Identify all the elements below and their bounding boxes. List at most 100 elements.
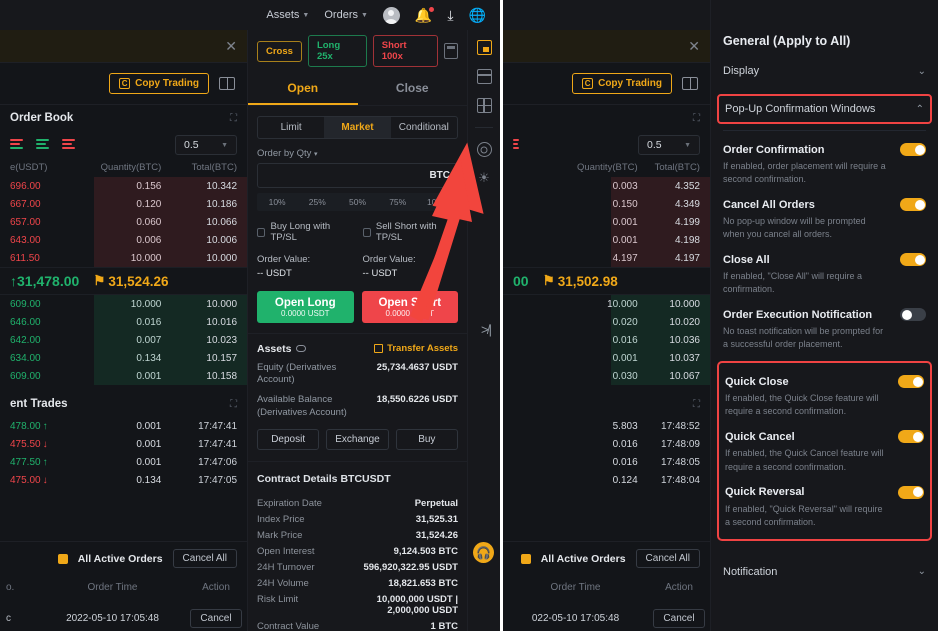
pct-75[interactable]: 75% <box>389 197 407 207</box>
orderbook-row[interactable]: 611.50 10.000 10.000 <box>0 249 247 267</box>
pct-50[interactable]: 50% <box>349 197 367 207</box>
settings-section-notification[interactable]: Notification ⌄ <box>723 555 926 589</box>
all-active-orders-checkbox[interactable] <box>57 553 68 564</box>
buy-long-tpsl-checkbox[interactable]: Buy Long with TP/SL <box>257 221 353 243</box>
orderbook-row[interactable]: 609.00 0.001 10.158 <box>0 367 247 385</box>
close-all-toggle[interactable] <box>900 253 926 267</box>
buy-button[interactable]: Buy <box>395 428 458 450</box>
layout-single-icon[interactable] <box>476 40 492 55</box>
orderbook-row[interactable]: 0.020 10.020 <box>503 313 710 331</box>
notification-bell-icon[interactable]: 🔔 <box>414 7 435 23</box>
orderbook-view-asks-icon[interactable] <box>513 139 528 151</box>
transfer-assets-button[interactable]: Transfer Assets <box>374 343 458 354</box>
orderbook-row[interactable]: 10.000 10.000 <box>503 295 710 313</box>
order-execution-notification-toggle[interactable] <box>900 308 926 322</box>
headset-support-icon[interactable]: 🎧 <box>473 542 494 563</box>
exchange-button[interactable]: Exchange <box>326 428 389 450</box>
pct-100[interactable]: 100% <box>427 197 449 207</box>
download-icon[interactable]: ⤓ <box>447 7 454 23</box>
tab-close[interactable]: Close <box>395 81 429 95</box>
close-icon[interactable]: ✕ <box>225 38 237 54</box>
orderbook-row[interactable]: 0.001 10.037 <box>503 349 710 367</box>
orderbook-row[interactable]: 0.016 10.036 <box>503 331 710 349</box>
tick-size-select[interactable]: 0.5 ▼ <box>175 135 237 155</box>
tick-size-select[interactable]: 0.5 ▼ <box>638 135 700 155</box>
contract-row: 24H Volume 18,821.653 BTC <box>257 577 458 589</box>
cancel-button[interactable]: Cancel <box>653 608 705 628</box>
calculator-icon[interactable] <box>444 43 458 59</box>
layout-split-icon[interactable] <box>476 69 492 84</box>
orderbook-row[interactable]: 0.001 4.198 <box>503 231 710 249</box>
leverage-bar: Cross Long 25x Short 100x <box>248 30 467 72</box>
quick-close-toggle[interactable] <box>898 375 924 389</box>
quick-reversal-toggle[interactable] <box>898 485 924 499</box>
orderbook-row[interactable]: 696.00 0.156 10.342 <box>0 177 247 195</box>
quick-cancel-toggle[interactable] <box>898 430 924 444</box>
guide-book-icon[interactable] <box>219 77 235 90</box>
orderbook-view-asks-icon[interactable] <box>62 139 77 151</box>
brightness-icon[interactable]: ☀ <box>478 170 490 185</box>
orderbook-row[interactable]: 634.00 0.134 10.157 <box>0 349 247 367</box>
orderbook-row[interactable]: 643.00 0.006 10.006 <box>0 231 247 249</box>
orderbook-row[interactable]: 0.030 10.067 <box>503 367 710 385</box>
language-globe-icon[interactable]: 🌐 <box>468 7 486 23</box>
quantity-input[interactable]: BTC <box>257 163 458 188</box>
copy-trading-button[interactable]: C Copy Trading <box>109 73 209 94</box>
copy-trading-button[interactable]: C Copy Trading <box>572 73 672 94</box>
tab-open[interactable]: Open <box>248 72 358 105</box>
setting-description: If enabled, the Quick Close feature will… <box>725 393 879 417</box>
orderbook-row[interactable]: 667.00 0.120 10.186 <box>0 195 247 213</box>
gear-icon[interactable] <box>476 142 492 157</box>
short-leverage-button[interactable]: Short 100x <box>372 35 439 67</box>
orderbook-view-both-icon[interactable] <box>10 139 25 151</box>
orderbook-row[interactable]: 609.00 10.000 10.000 <box>0 295 247 313</box>
order-confirmation-toggle[interactable] <box>900 143 926 156</box>
expand-icon[interactable]: ⛶ <box>693 112 700 124</box>
tab-limit[interactable]: Limit <box>280 122 302 133</box>
guide-book-icon[interactable] <box>682 77 698 90</box>
orderbook-row[interactable]: 646.00 0.016 10.016 <box>0 313 247 331</box>
cancel-all-orders-toggle[interactable] <box>900 198 926 212</box>
ask-qty: 0.001 <box>612 234 638 246</box>
equity-value: 25,734.4637 USDT <box>376 361 458 373</box>
ask-price: 657.00 <box>10 216 41 228</box>
orderbook-view-bids-icon[interactable] <box>36 139 51 151</box>
order-by-qty-label[interactable]: Order by Qty ▾ <box>257 148 318 159</box>
assets-row: Available Balance (Derivatives Account) 1… <box>248 387 467 420</box>
long-leverage-button[interactable]: Long 25x <box>307 35 367 67</box>
layout-grid-icon[interactable] <box>476 98 492 113</box>
all-active-orders-checkbox[interactable] <box>520 553 531 564</box>
open-long-button[interactable]: Open Long 0.0000 USDT <box>257 290 354 323</box>
settings-section-display[interactable]: Display ⌄ <box>723 56 926 86</box>
deposit-button[interactable]: Deposit <box>257 428 320 450</box>
tab-market[interactable]: Market <box>324 117 391 138</box>
trade-qty: 0.016 <box>612 456 638 468</box>
eye-icon[interactable] <box>296 345 307 352</box>
expand-icon[interactable]: ⛶ <box>230 398 237 410</box>
settings-section-popup-confirmation[interactable]: Pop-Up Confirmation Windows ⌃ <box>717 94 932 124</box>
cancel-all-button[interactable]: Cancel All <box>635 549 700 568</box>
recent-trades-list: 478.00 ↑ 0.001 17:47:41 475.50 ↓ 0.001 17:47:4… <box>0 417 247 489</box>
pct-10[interactable]: 10% <box>268 197 286 207</box>
pct-25[interactable]: 25% <box>308 197 326 207</box>
tab-conditional[interactable]: Conditional <box>398 122 449 133</box>
avatar[interactable] <box>382 6 400 24</box>
expand-icon[interactable]: ⛶ <box>230 112 237 124</box>
collapse-panel-icon[interactable]: ≯| <box>481 322 492 337</box>
expand-icon[interactable]: ⛶ <box>693 398 700 410</box>
cancel-button[interactable]: Cancel <box>190 608 242 628</box>
orderbook-row[interactable]: 0.150 4.349 <box>503 195 710 213</box>
margin-mode-button[interactable]: Cross <box>257 40 302 62</box>
close-icon[interactable]: ✕ <box>688 38 700 54</box>
orderbook-row[interactable]: 642.00 0.007 10.023 <box>0 331 247 349</box>
cancel-all-button[interactable]: Cancel All <box>172 549 237 568</box>
orderbook-row[interactable]: 0.001 4.199 <box>503 213 710 231</box>
orderbook-row[interactable]: 0.003 4.352 <box>503 177 710 195</box>
orderbook-row[interactable]: 4.197 4.197 <box>503 249 710 267</box>
orderbook-row[interactable]: 657.00 0.060 10.066 <box>0 213 247 231</box>
open-short-button[interactable]: Open Short 0.0000 USDT <box>361 290 458 323</box>
nav-orders[interactable]: Orders ▼ <box>324 9 368 21</box>
chevron-down-icon: ⌄ <box>917 566 926 578</box>
sell-short-tpsl-checkbox[interactable]: Sell Short with TP/SL <box>362 221 459 243</box>
nav-assets[interactable]: Assets ▼ <box>266 9 309 21</box>
